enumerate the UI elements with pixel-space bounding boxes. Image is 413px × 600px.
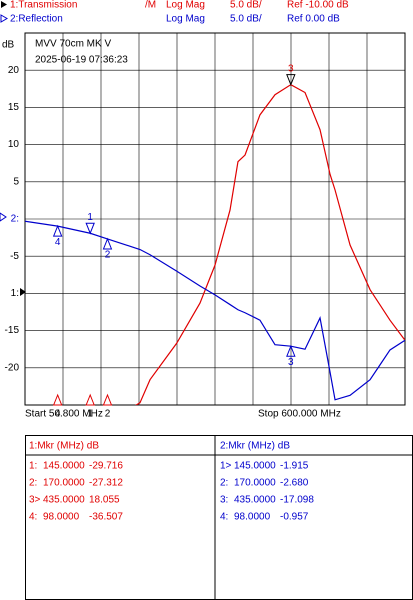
right-table-header: 2:Mkr (MHz) dB: [220, 441, 290, 452]
y-tick-label: 15: [8, 102, 20, 113]
trace2-name: 2:Reflection: [10, 14, 63, 25]
trace-line: [25, 220, 405, 401]
table-cell: -1.915: [280, 461, 309, 472]
marker-label: 3: [288, 357, 294, 368]
trace1-ref: Ref -10.00 dB: [287, 0, 349, 11]
y-tick-label: -20: [5, 362, 20, 373]
trace1-name: 1:Transmission: [10, 0, 77, 11]
trace1-format: Log Mag: [166, 0, 205, 11]
trace2-scale: 5.0 dB/: [230, 14, 262, 25]
table-cell: -27.312: [89, 478, 123, 489]
marker-label: 1: [87, 212, 93, 223]
table-cell: 2:: [29, 478, 37, 489]
ref2-arrow: [0, 212, 7, 222]
table-cell: 145.0000: [234, 461, 276, 472]
marker-triangle: [286, 74, 296, 87]
y-label: dB: [2, 40, 15, 51]
table-cell: 435.0000: [234, 495, 276, 506]
table-cell: 18.055: [89, 495, 120, 506]
marker-triangle: [85, 222, 95, 235]
left-table-header: 1:Mkr (MHz) dB: [29, 441, 99, 452]
marker-triangle: [102, 237, 113, 250]
trace1-scale: 5.0 dB/: [230, 0, 262, 11]
marker-label: 3: [288, 63, 294, 74]
stop-label: Stop 600.000 MHz: [258, 409, 341, 420]
table-cell: -0.957: [280, 512, 309, 523]
table-cell: 1>: [220, 461, 232, 472]
active-arrow: [1, 1, 7, 8]
table-cell: 98.0000: [43, 512, 80, 523]
ref1-arrow: [20, 288, 26, 296]
marker-triangle: [85, 393, 95, 406]
marker-label: 2: [105, 250, 111, 261]
table-cell: 170.0000: [234, 478, 276, 489]
trace2-ref: Ref 0.00 dB: [287, 14, 340, 25]
y-tick-label: 5: [13, 176, 19, 187]
table-cell: 4:: [29, 512, 37, 523]
table-cell: -36.507: [89, 512, 123, 523]
trace1-mode: /M: [145, 0, 156, 11]
chart-title: MVV 70cm MK V: [35, 39, 111, 50]
trace-arrow: [0, 14, 8, 23]
marker-label: 4: [55, 409, 61, 420]
marker-triangle: [286, 344, 296, 357]
table-cell: 145.0000: [43, 461, 85, 472]
y-tick-label: -15: [5, 325, 20, 336]
y-tick-label: 10: [8, 139, 20, 150]
table-cell: 435.0000: [43, 495, 85, 506]
table-cell: -29.716: [89, 461, 123, 472]
y-tick-label: -5: [10, 251, 19, 262]
marker-triangle: [52, 393, 63, 406]
traces: [25, 83, 405, 405]
table-cell: 3>: [29, 495, 41, 506]
marker-label: 1: [87, 409, 93, 420]
table-cell: -17.098: [280, 495, 314, 506]
y-tick-label: 2:: [11, 214, 19, 225]
trace-line: [135, 83, 405, 405]
marker-triangle: [102, 393, 113, 406]
start-label: Start 50.800 MHz: [25, 409, 103, 420]
marker-label: 4: [55, 237, 61, 248]
marker-label: 2: [105, 409, 111, 420]
table-cell: 2:: [220, 478, 228, 489]
y-tick-label: 1:: [11, 288, 19, 299]
marker-triangle: [52, 224, 63, 237]
y-tick-label: 20: [8, 65, 20, 76]
chart-subtitle: 2025-06-19 07:36:23: [35, 55, 128, 66]
table-cell: 4:: [220, 512, 228, 523]
table-cell: 1:: [29, 461, 37, 472]
table-cell: 3:: [220, 495, 228, 506]
table-cell: 98.0000: [234, 512, 271, 523]
trace2-format: Log Mag: [166, 14, 205, 25]
table-cell: 170.0000: [43, 478, 85, 489]
table-cell: -2.680: [280, 478, 309, 489]
